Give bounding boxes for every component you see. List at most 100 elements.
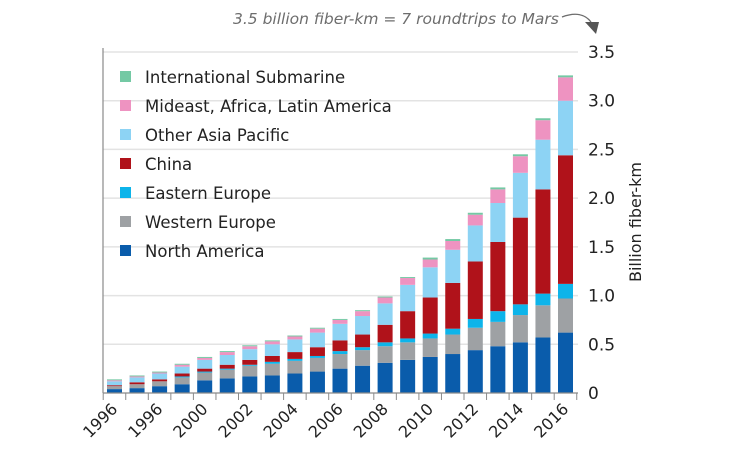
y-axis-label: Billion fiber-km	[626, 162, 645, 282]
bar-segment-other-asia-pacific	[129, 377, 145, 383]
bar-segment-international-submarine	[129, 375, 145, 377]
bar-segment-china	[445, 282, 461, 329]
bar-segment-eastern-europe	[445, 328, 461, 335]
y-tick-label: 3.5	[588, 43, 615, 63]
bar-segment-north-america	[445, 354, 461, 393]
annotation-text: 3.5 billion fiber-km = 7 roundtrips to M…	[233, 10, 559, 28]
bar-segment-north-america	[174, 384, 190, 393]
bar-segment-international-submarine	[197, 356, 213, 358]
y-ticks: 0 0.5 1.0 1.5 2.0 2.5 3.0 3.5	[588, 43, 615, 404]
bar-segment-eastern-europe	[264, 361, 280, 364]
bar-segment-mideast-africa-latin-america	[445, 241, 461, 250]
legend-swatch	[120, 71, 131, 82]
bar-segment-north-america	[309, 371, 325, 393]
bar-segment-north-america	[287, 373, 303, 393]
gridlines	[103, 51, 578, 346]
bar-segment-western-europe	[197, 372, 213, 381]
bar-segment-china	[174, 373, 190, 377]
bar-segment-mideast-africa-latin-america	[197, 357, 213, 360]
bar-segment-western-europe	[400, 342, 416, 360]
bar-segment-western-europe	[264, 363, 280, 376]
bar-segment-north-america	[400, 359, 416, 393]
curved-arrow-icon	[561, 13, 592, 23]
bar-segment-international-submarine	[445, 239, 461, 242]
bar-segment-international-submarine	[377, 296, 393, 298]
bar-stack-2000	[197, 356, 213, 393]
bar-segment-mideast-africa-latin-america	[129, 376, 145, 378]
bar-segment-mideast-africa-latin-america	[535, 120, 551, 140]
bar-segment-western-europe	[490, 321, 506, 347]
bar-stack-2012	[467, 212, 483, 393]
bar-segment-eastern-europe	[332, 351, 348, 355]
bar-segment-north-america	[332, 368, 348, 393]
bar-segment-western-europe	[558, 298, 573, 333]
bar-segment-china	[264, 355, 280, 362]
bar-segment-eastern-europe	[309, 355, 325, 358]
bar-segment-mideast-africa-latin-america	[467, 214, 483, 226]
bar-segment-western-europe	[422, 338, 438, 357]
bar-segment-other-asia-pacific	[422, 267, 438, 298]
bar-segment-eastern-europe	[422, 333, 438, 339]
bar-stack-1996	[107, 379, 122, 393]
bar-segment-eastern-europe	[355, 347, 371, 351]
bar-segment-mideast-africa-latin-america	[287, 336, 303, 340]
bar-segment-north-america	[264, 375, 280, 393]
bar-segment-other-asia-pacific	[535, 139, 551, 190]
bar-segment-international-submarine	[264, 340, 280, 342]
bar-stack-2003	[264, 340, 280, 393]
bar-segment-other-asia-pacific	[377, 303, 393, 325]
bar-segment-other-asia-pacific	[152, 373, 168, 380]
x-tick-label: 2010	[395, 399, 437, 441]
bar-segment-international-submarine	[490, 187, 506, 190]
bar-segment-north-america	[377, 362, 393, 393]
bar-segment-eastern-europe	[512, 304, 528, 316]
bar-segment-western-europe	[332, 354, 348, 369]
bar-segment-china	[490, 241, 506, 312]
bar-stack-1998	[152, 371, 168, 393]
bar-segment-western-europe	[152, 381, 168, 387]
bar-segment-mideast-africa-latin-america	[512, 156, 528, 173]
bar-segment-mideast-africa-latin-america	[219, 352, 235, 356]
bar-segment-other-asia-pacific	[558, 100, 573, 156]
bar-segment-western-europe	[219, 369, 235, 379]
bars	[107, 75, 573, 393]
bar-segment-china	[535, 189, 551, 294]
legend-swatch	[120, 245, 131, 256]
bar-segment-north-america	[558, 332, 573, 393]
bar-segment-mideast-africa-latin-america	[422, 259, 438, 268]
bar-stack-2010	[422, 257, 438, 393]
bar-segment-mideast-africa-latin-america	[107, 380, 122, 382]
y-tick-label: 2.5	[588, 140, 615, 160]
x-tick-label: 2008	[350, 399, 392, 441]
bar-segment-north-america	[422, 356, 438, 393]
bar-stack-2002	[242, 345, 258, 393]
bar-segment-mideast-africa-latin-america	[332, 319, 348, 324]
bar-segment-mideast-africa-latin-america	[355, 311, 371, 317]
bar-segment-eastern-europe	[287, 358, 303, 361]
bar-segment-north-america	[535, 337, 551, 393]
bar-segment-mideast-africa-latin-america	[174, 364, 190, 367]
bar-segment-china	[512, 217, 528, 305]
arrowhead-icon	[585, 22, 599, 34]
legend-item: Other Asia Pacific	[120, 126, 289, 145]
axes	[102, 48, 578, 394]
bar-stack-1997	[129, 375, 145, 393]
bar-segment-eastern-europe	[400, 338, 416, 343]
bar-segment-eastern-europe	[219, 368, 235, 370]
bar-segment-china	[107, 385, 122, 387]
bar-segment-eastern-europe	[490, 311, 506, 322]
bar-segment-other-asia-pacific	[264, 344, 280, 356]
bar-segment-china	[400, 311, 416, 339]
bar-segment-eastern-europe	[535, 293, 551, 306]
bar-segment-north-america	[197, 380, 213, 393]
legend-swatch	[120, 100, 131, 111]
bar-segment-other-asia-pacific	[107, 381, 122, 386]
y-tick-label: 0.5	[588, 335, 615, 355]
x-tick-label: 2004	[260, 399, 302, 441]
legend-label: North America	[145, 242, 264, 261]
bar-segment-mideast-africa-latin-america	[152, 372, 168, 374]
bar-segment-other-asia-pacific	[197, 359, 213, 369]
legend-label: China	[145, 155, 192, 174]
bar-segment-international-submarine	[152, 371, 168, 373]
x-ticks: 1996 1996 2000 2002 2004 2006 2008 2010 2012 2014…	[79, 393, 578, 442]
